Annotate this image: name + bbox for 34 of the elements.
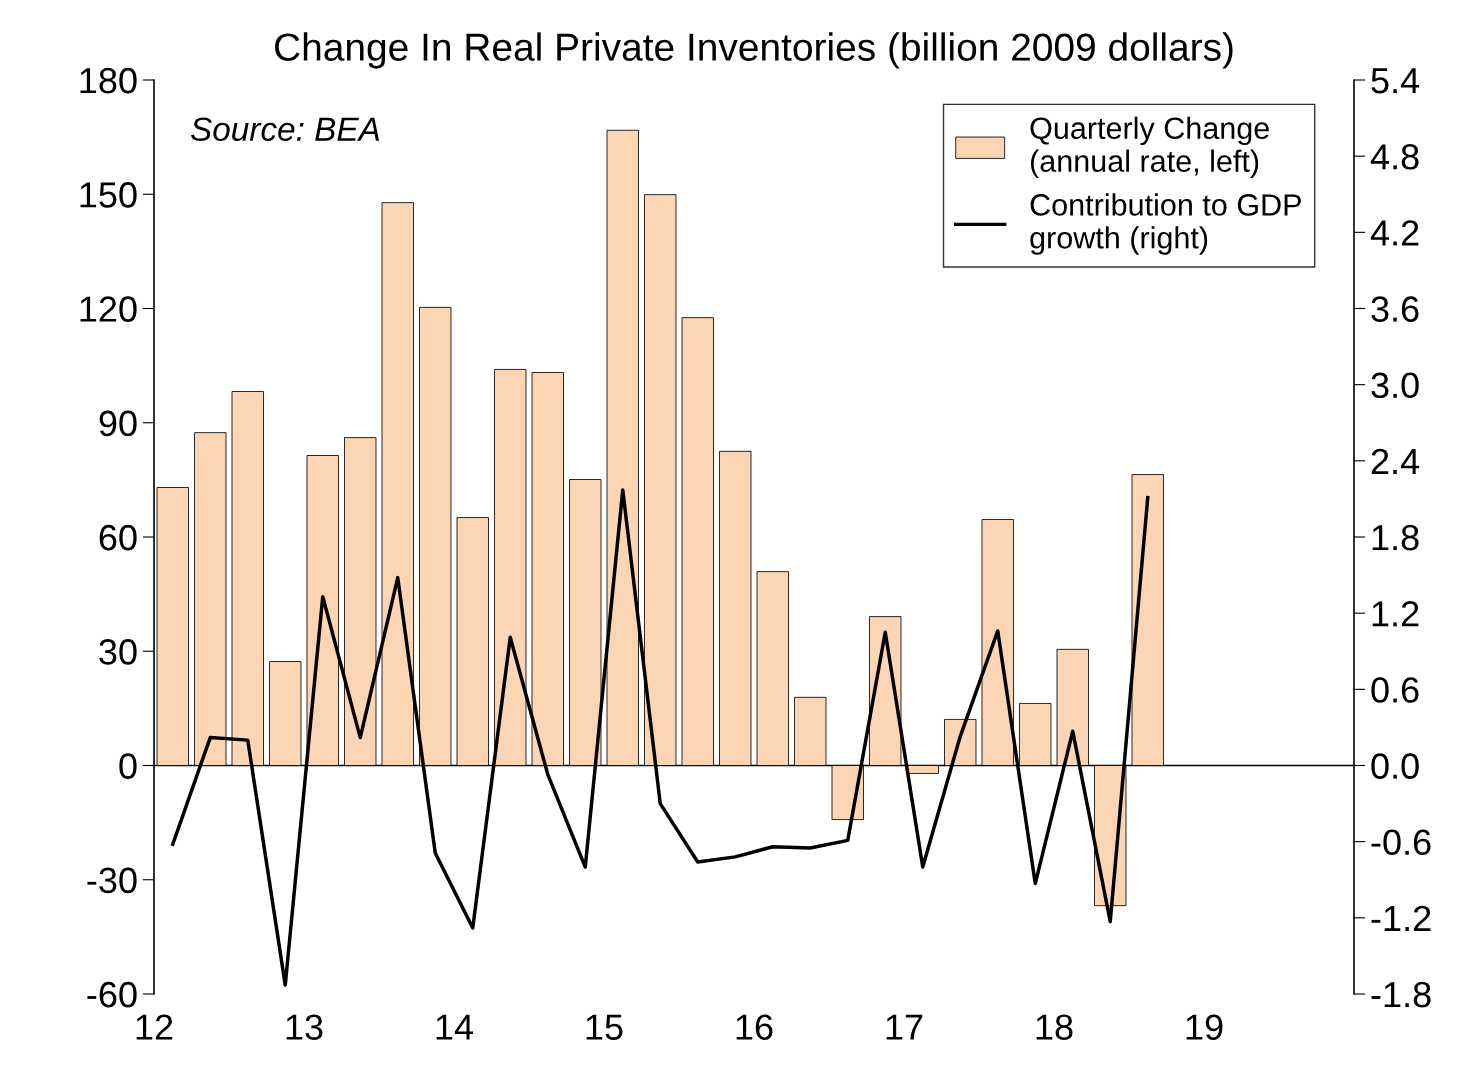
y-tick-label: 90 (99, 410, 137, 437)
y-tick-label: 120 (80, 296, 137, 322)
x-tick-label: 15 (586, 1014, 623, 1040)
x-tick-label: 17 (886, 1014, 923, 1040)
y2-tick-label: 3.0 (1371, 372, 1419, 399)
annotation: Source: BEA (190, 117, 380, 142)
y-tick-label: 30 (99, 639, 137, 665)
y2-tick-label: 5.4 (1371, 68, 1420, 94)
y-tick-label: 60 (99, 524, 137, 551)
chart-title: Change In Real Private Inventories (billion 2009 dollars) (275, 32, 1233, 69)
y-tick-label: 0 (119, 753, 137, 779)
y-tick-label: 150 (80, 182, 137, 208)
x-tick-label: 19 (1186, 1014, 1223, 1040)
y-tick-label: -60 (87, 981, 137, 1008)
y2-tick-label: 1.8 (1372, 524, 1419, 551)
x-tick-label: 16 (736, 1014, 773, 1040)
y-tick-label: -30 (87, 867, 137, 894)
x-tick-label: 18 (1036, 1014, 1073, 1040)
y2-tick-label: 3.6 (1371, 296, 1419, 322)
legend-label: Contribution to GDP growth (right) (1030, 193, 1301, 255)
x-tick-label: 14 (436, 1014, 474, 1040)
x-tick-label: 12 (136, 1014, 173, 1040)
y2-tick-label: 1.2 (1372, 601, 1419, 627)
y2-tick-label: 4.2 (1370, 220, 1419, 246)
y2-tick-label: 4.8 (1370, 144, 1419, 170)
y2-tick-label: -0.6 (1371, 829, 1431, 856)
y2-tick-label: 0.6 (1371, 677, 1419, 703)
y-tick-label: 180 (80, 67, 137, 94)
y2-tick-label: -1.2 (1371, 905, 1431, 931)
y2-tick-label: 2.4 (1371, 448, 1420, 474)
y2-tick-label: 0.0 (1371, 753, 1419, 779)
legend-label: Quarterly Change (annual rate, left) (1030, 116, 1269, 179)
x-tick-label: 13 (286, 1014, 323, 1040)
y2-tick-label: -1.8 (1371, 981, 1431, 1008)
